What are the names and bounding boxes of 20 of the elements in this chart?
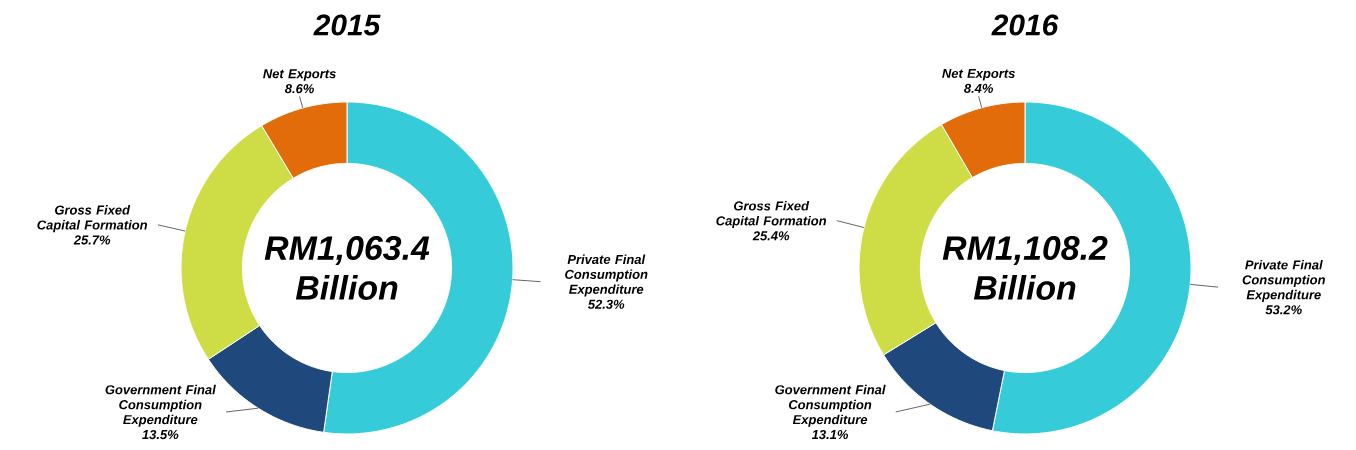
data-label: 53.2% [1265, 305, 1302, 315]
chart-title: 2015 [313, 14, 381, 36]
data-label: 13.5% [142, 429, 179, 440]
slice-label: Gross Fixed Capital Formation [37, 205, 148, 233]
chart-title: 2016 [991, 14, 1059, 36]
data-label: 8.4% [964, 83, 994, 93]
slice-label: Net Exports [942, 68, 1015, 81]
slice-label: Government Final Consumption Expenditure [105, 384, 216, 427]
data-label: 13.1% [811, 429, 849, 440]
slice-label: Private Final Consumption Expenditure [565, 254, 648, 297]
text: RM1,108.2 Billion [942, 236, 1108, 300]
text: RM1,063.4 Billion [264, 236, 430, 300]
slice-label: Gross Fixed Capital Formation [716, 200, 827, 228]
data-label: 8.6% [284, 84, 314, 94]
data-label: 52.3% [588, 299, 625, 309]
slice-label: Net Exports [263, 69, 336, 81]
slice-label: Private Final Consumption Expenditure [1242, 259, 1325, 302]
slice-label: Government Final Consumption Expenditure [775, 384, 886, 427]
data-label: 25.4% [752, 231, 790, 241]
data-label: 25.7% [73, 235, 111, 245]
